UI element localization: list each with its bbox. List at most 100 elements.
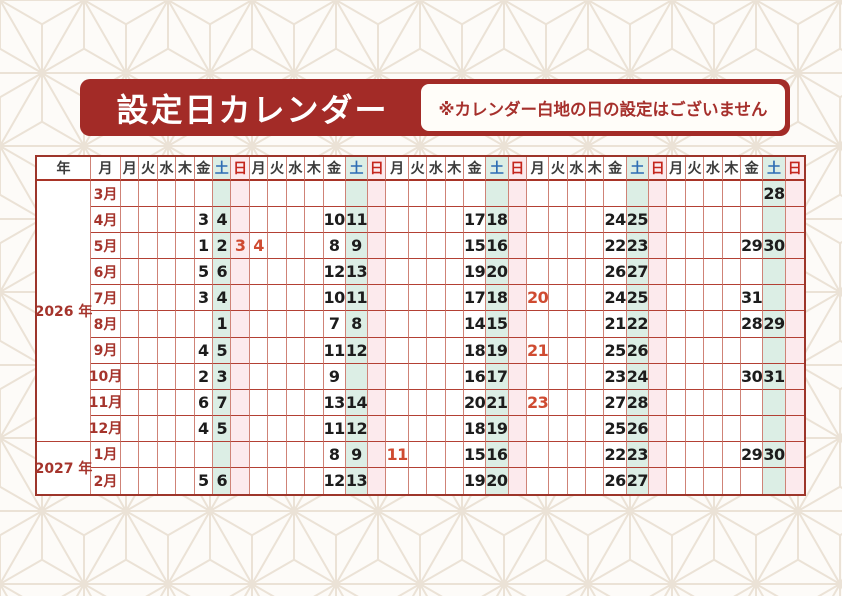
empty-day-cell	[121, 389, 140, 416]
weekday-header: 木	[445, 157, 464, 181]
weekday-header: 土	[213, 157, 232, 181]
day-cell: 23	[604, 363, 627, 390]
day-cell: 15	[486, 311, 509, 338]
empty-day-cell	[685, 337, 705, 364]
month-label: 7月	[91, 285, 121, 312]
day-cell: 1	[194, 233, 214, 260]
holiday-day-cell: 11	[386, 441, 409, 468]
day-cell: 9	[345, 441, 369, 468]
empty-day-cell	[176, 337, 195, 364]
empty-day-cell	[704, 389, 723, 416]
empty-day-cell	[286, 389, 306, 416]
day-cell: 11	[323, 337, 346, 364]
empty-day-cell	[549, 363, 568, 390]
day-cell: 18	[486, 285, 509, 312]
empty-day-cell	[408, 337, 428, 364]
day-cell: 20	[486, 467, 509, 494]
empty-day-cell	[445, 337, 464, 364]
empty-day-cell	[685, 363, 705, 390]
month-label: 12月	[89, 415, 122, 442]
empty-day-cell	[567, 259, 587, 286]
empty-day-cell	[785, 467, 804, 494]
empty-day-cell	[408, 285, 428, 312]
empty-day-cell	[250, 467, 269, 494]
day-cell: 17	[486, 363, 509, 390]
day-cell: 16	[486, 441, 509, 468]
empty-day-cell	[785, 441, 804, 468]
day-cell: 23	[626, 441, 649, 468]
empty-day-cell	[286, 285, 306, 312]
day-cell: 9	[345, 233, 369, 260]
day-cell: 15	[464, 233, 487, 260]
empty-day-cell	[139, 285, 158, 312]
empty-day-cell	[685, 441, 705, 468]
empty-day-cell	[305, 181, 324, 208]
empty-day-cell	[286, 441, 306, 468]
empty-day-cell	[121, 467, 140, 494]
empty-day-cell	[741, 181, 764, 208]
year-label: 2027 年	[35, 441, 92, 494]
empty-day-cell	[648, 259, 668, 286]
empty-day-cell	[686, 467, 705, 494]
day-cell: 28	[741, 311, 764, 338]
weekday-header: 月	[526, 157, 550, 181]
empty-day-cell	[685, 233, 705, 260]
empty-day-cell	[157, 285, 177, 312]
empty-day-cell	[549, 467, 568, 494]
empty-day-cell	[139, 337, 158, 364]
empty-day-cell	[446, 467, 464, 494]
empty-day-cell	[305, 311, 324, 338]
empty-day-cell	[427, 467, 446, 494]
empty-day-cell	[268, 207, 287, 234]
day-cell: 5	[195, 467, 214, 494]
day-cell: 31	[763, 363, 786, 390]
empty-day-cell	[139, 467, 158, 494]
empty-day-cell	[427, 311, 446, 338]
day-cell: 4	[194, 415, 214, 442]
weekday-header: 火	[549, 157, 568, 181]
empty-day-cell	[763, 389, 786, 416]
empty-day-cell	[741, 415, 764, 442]
empty-day-cell	[667, 285, 686, 312]
empty-day-cell	[508, 467, 527, 494]
weekday-header: 水	[704, 157, 723, 181]
empty-day-cell	[704, 311, 723, 338]
month-label: 11月	[89, 389, 122, 416]
empty-day-cell	[741, 207, 764, 234]
empty-day-cell	[785, 181, 804, 208]
empty-day-cell	[249, 207, 269, 234]
day-cell: 2	[194, 363, 214, 390]
day-cell: 19	[486, 415, 509, 442]
weekday-header: 月	[667, 157, 686, 181]
weekday-header: 金	[604, 157, 627, 181]
weekday-header: 木	[586, 157, 605, 181]
empty-day-cell	[286, 181, 306, 208]
empty-day-cell	[368, 181, 387, 208]
day-cell: 22	[604, 233, 627, 260]
empty-day-cell	[648, 467, 668, 494]
weekday-header: 日	[368, 157, 387, 181]
weekday-header: 水	[427, 157, 446, 181]
empty-day-cell	[121, 441, 140, 468]
empty-day-cell	[176, 233, 195, 260]
empty-day-cell	[121, 233, 140, 260]
empty-day-cell	[427, 363, 446, 390]
weekday-header: 火	[408, 157, 428, 181]
day-cell: 5	[213, 415, 232, 442]
month-label: 2月	[91, 467, 121, 494]
empty-day-cell	[508, 389, 527, 416]
empty-day-cell	[408, 389, 428, 416]
weekday-header: 金	[741, 157, 764, 181]
empty-day-cell	[763, 467, 786, 494]
empty-day-cell	[567, 389, 587, 416]
empty-day-cell	[249, 363, 269, 390]
empty-day-cell	[213, 181, 232, 208]
empty-day-cell	[508, 285, 527, 312]
empty-day-cell	[286, 259, 306, 286]
empty-day-cell	[567, 285, 587, 312]
day-cell: 24	[604, 285, 627, 312]
empty-day-cell	[231, 181, 250, 208]
empty-day-cell	[139, 311, 158, 338]
empty-day-cell	[249, 337, 269, 364]
day-cell: 29	[741, 441, 764, 468]
